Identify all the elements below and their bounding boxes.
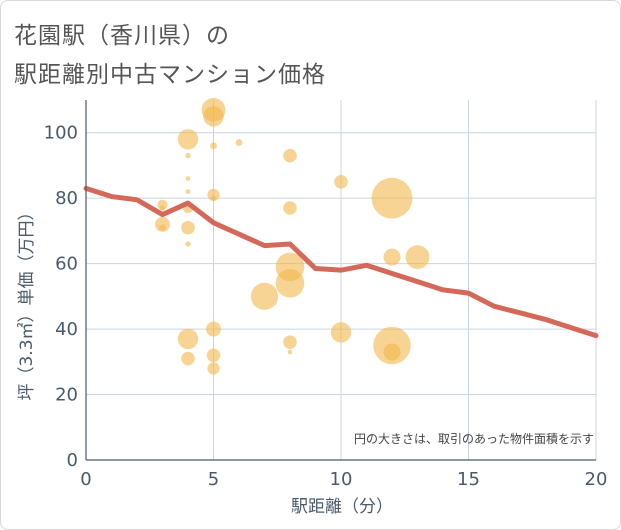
data-point-bubble (207, 188, 220, 202)
x-tick-label: 20 (585, 469, 608, 490)
data-point-bubble (159, 224, 166, 232)
y-tick-label: 60 (55, 254, 78, 275)
y-tick-label: 20 (55, 385, 78, 406)
data-point-bubble (250, 282, 279, 310)
data-point-bubble (287, 349, 293, 355)
data-point-bubble (159, 205, 166, 211)
data-point-bubble (185, 241, 191, 247)
data-point-bubble (207, 362, 220, 375)
axes (85, 100, 596, 461)
data-point-bubble (275, 268, 305, 298)
data-point-bubble (283, 335, 297, 349)
x-tick-label: 10 (330, 469, 353, 490)
bubble-series (155, 97, 430, 375)
data-point-bubble (283, 201, 297, 215)
y-axis-label: 坪（3.3㎡）単価（万円） (17, 203, 37, 400)
data-point-bubble (185, 189, 191, 195)
data-point-bubble (185, 176, 191, 181)
data-point-bubble (177, 129, 199, 150)
data-point-bubble (283, 148, 297, 163)
data-point-bubble (181, 351, 195, 366)
data-point-bubble (211, 195, 216, 201)
trend-line (83, 185, 599, 339)
trend-line-group (83, 185, 599, 339)
chart-title-line2: 駅距離別中古マンション価格 (14, 62, 326, 88)
data-point-bubble (371, 177, 413, 219)
x-axis-label: 駅距離（分） (291, 497, 393, 517)
y-tick-label: 100 (44, 123, 78, 144)
data-point-bubble (235, 139, 243, 146)
x-tick-label: 5 (208, 469, 219, 490)
data-point-bubble (334, 175, 348, 189)
x-tick-label: 15 (457, 469, 480, 490)
tick-labels: 0 5 10 15 20 0 20 40 60 80 100 (44, 123, 608, 490)
data-point-bubble (177, 328, 199, 350)
chart-title-line1: 花園駅（香川県）の (14, 23, 230, 49)
data-point-bubble (330, 322, 352, 343)
y-tick-label: 80 (55, 188, 78, 209)
data-point-bubble (210, 142, 217, 150)
grid-lines (86, 100, 597, 460)
data-point-bubble (383, 248, 401, 266)
data-point-bubble (203, 106, 224, 127)
y-tick-label: 0 (67, 450, 78, 471)
x-tick-label: 0 (80, 469, 91, 490)
data-point-bubble (181, 220, 195, 235)
size-legend-note: 円の大きさは、取引のあった物件面積を示す (354, 431, 594, 446)
data-point-bubble (206, 321, 221, 337)
y-tick-label: 40 (55, 319, 78, 340)
data-point-bubble (206, 348, 221, 363)
data-point-bubble (383, 343, 401, 361)
data-point-bubble (405, 245, 430, 269)
data-point-bubble (185, 152, 191, 159)
